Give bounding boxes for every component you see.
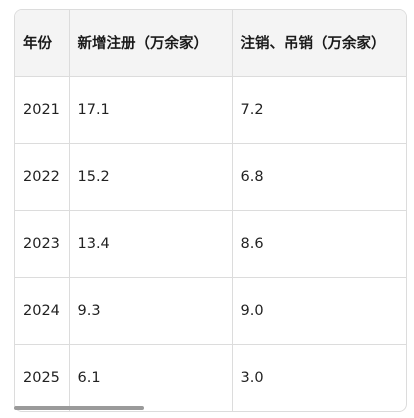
- cell-cancellations: 6.8: [232, 143, 406, 211]
- header-year: 年份: [15, 10, 70, 77]
- cell-year: 2025: [15, 344, 70, 411]
- table-row: 2022 15.2 6.8: [15, 143, 406, 211]
- cell-new-registrations: 13.4: [69, 210, 233, 278]
- cell-cancellations: 8.6: [232, 210, 406, 278]
- cell-new-registrations: 17.1: [69, 76, 233, 144]
- cell-year: 2021: [15, 76, 70, 144]
- data-table-container[interactable]: 年份 新增注册（万余家） 注销、吊销（万余家） 2021 17.1 7.2 20…: [14, 9, 407, 412]
- cell-year: 2024: [15, 277, 70, 345]
- cell-new-registrations: 6.1: [69, 344, 233, 411]
- cell-new-registrations: 9.3: [69, 277, 233, 345]
- data-table: 年份 新增注册（万余家） 注销、吊销（万余家） 2021 17.1 7.2 20…: [15, 10, 406, 411]
- table-row: 2023 13.4 8.6: [15, 210, 406, 278]
- cell-cancellations: 9.0: [232, 277, 406, 345]
- cell-cancellations: 3.0: [232, 344, 406, 411]
- header-cancellations: 注销、吊销（万余家）: [232, 10, 406, 77]
- cell-year: 2023: [15, 210, 70, 278]
- header-new-registrations: 新增注册（万余家）: [69, 10, 233, 77]
- table-row: 2021 17.1 7.2: [15, 76, 406, 144]
- table-row: 2024 9.3 9.0: [15, 277, 406, 345]
- cell-cancellations: 7.2: [232, 76, 406, 144]
- table-header-row: 年份 新增注册（万余家） 注销、吊销（万余家）: [15, 10, 406, 77]
- horizontal-scrollbar[interactable]: [14, 406, 144, 410]
- cell-year: 2022: [15, 143, 70, 211]
- table-row: 2025 6.1 3.0: [15, 344, 406, 411]
- cell-new-registrations: 15.2: [69, 143, 233, 211]
